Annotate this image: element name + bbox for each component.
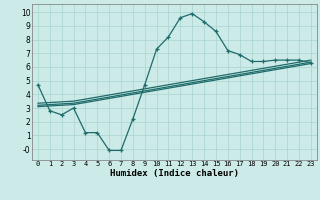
X-axis label: Humidex (Indice chaleur): Humidex (Indice chaleur) [110, 169, 239, 178]
